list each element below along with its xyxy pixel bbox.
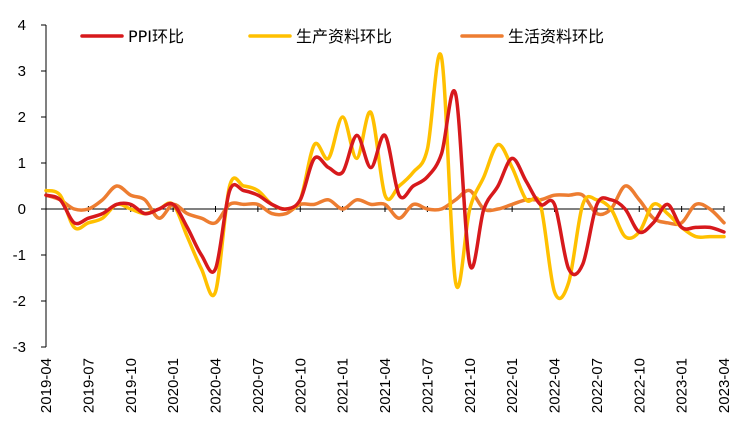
y-tick-label: -1 — [13, 247, 26, 264]
x-tick-label: 2023-04 — [716, 358, 733, 413]
x-tick-label: 2020-07 — [250, 358, 267, 413]
y-axis: -3 -2 -1 0 1 2 3 4 — [13, 17, 46, 356]
x-tick-label: 2023-01 — [674, 358, 691, 413]
x-tick-label: 2021-10 — [462, 358, 479, 413]
legend-label: PPI环比 — [128, 27, 184, 46]
x-tick-label: 2022-10 — [631, 358, 648, 413]
x-tick-label: 2019-10 — [123, 358, 140, 413]
x-tick-label: 2021-07 — [419, 358, 436, 413]
series-production-line — [46, 54, 724, 299]
y-tick-label: 3 — [18, 63, 26, 80]
y-tick-label: -2 — [13, 293, 26, 310]
legend-label: 生产资料环比 — [296, 27, 392, 46]
x-tick-label: 2022-04 — [547, 358, 564, 413]
x-tick-label: 2021-04 — [377, 358, 394, 413]
x-tick-label: 2021-01 — [335, 358, 352, 413]
y-tick-label: 4 — [18, 17, 26, 34]
x-tick-label: 2020-01 — [165, 358, 182, 413]
legend: PPI环比 生产资料环比 生活资料环比 — [82, 27, 604, 46]
x-tick-label: 2022-01 — [504, 358, 521, 413]
y-tick-label: 2 — [18, 109, 26, 126]
x-tick-label: 2019-04 — [38, 358, 55, 413]
x-tick-label: 2022-07 — [589, 358, 606, 413]
line-chart: -3 -2 -1 0 1 2 3 4 2019-04 2019-07 2019-10 2020-01… — [0, 0, 742, 441]
x-tick-label: 2020-10 — [292, 358, 309, 413]
series-ppi-line — [46, 91, 724, 275]
series-lines — [46, 54, 724, 299]
y-tick-label: 1 — [18, 155, 26, 172]
y-tick-label: 0 — [18, 201, 26, 218]
y-tick-label: -3 — [13, 339, 26, 356]
chart: -3 -2 -1 0 1 2 3 4 2019-04 2019-07 2019-10 2020-01… — [0, 0, 742, 441]
x-tick-label: 2020-04 — [208, 358, 225, 413]
x-tick-label: 2019-07 — [80, 358, 97, 413]
legend-label: 生活资料环比 — [508, 27, 604, 46]
